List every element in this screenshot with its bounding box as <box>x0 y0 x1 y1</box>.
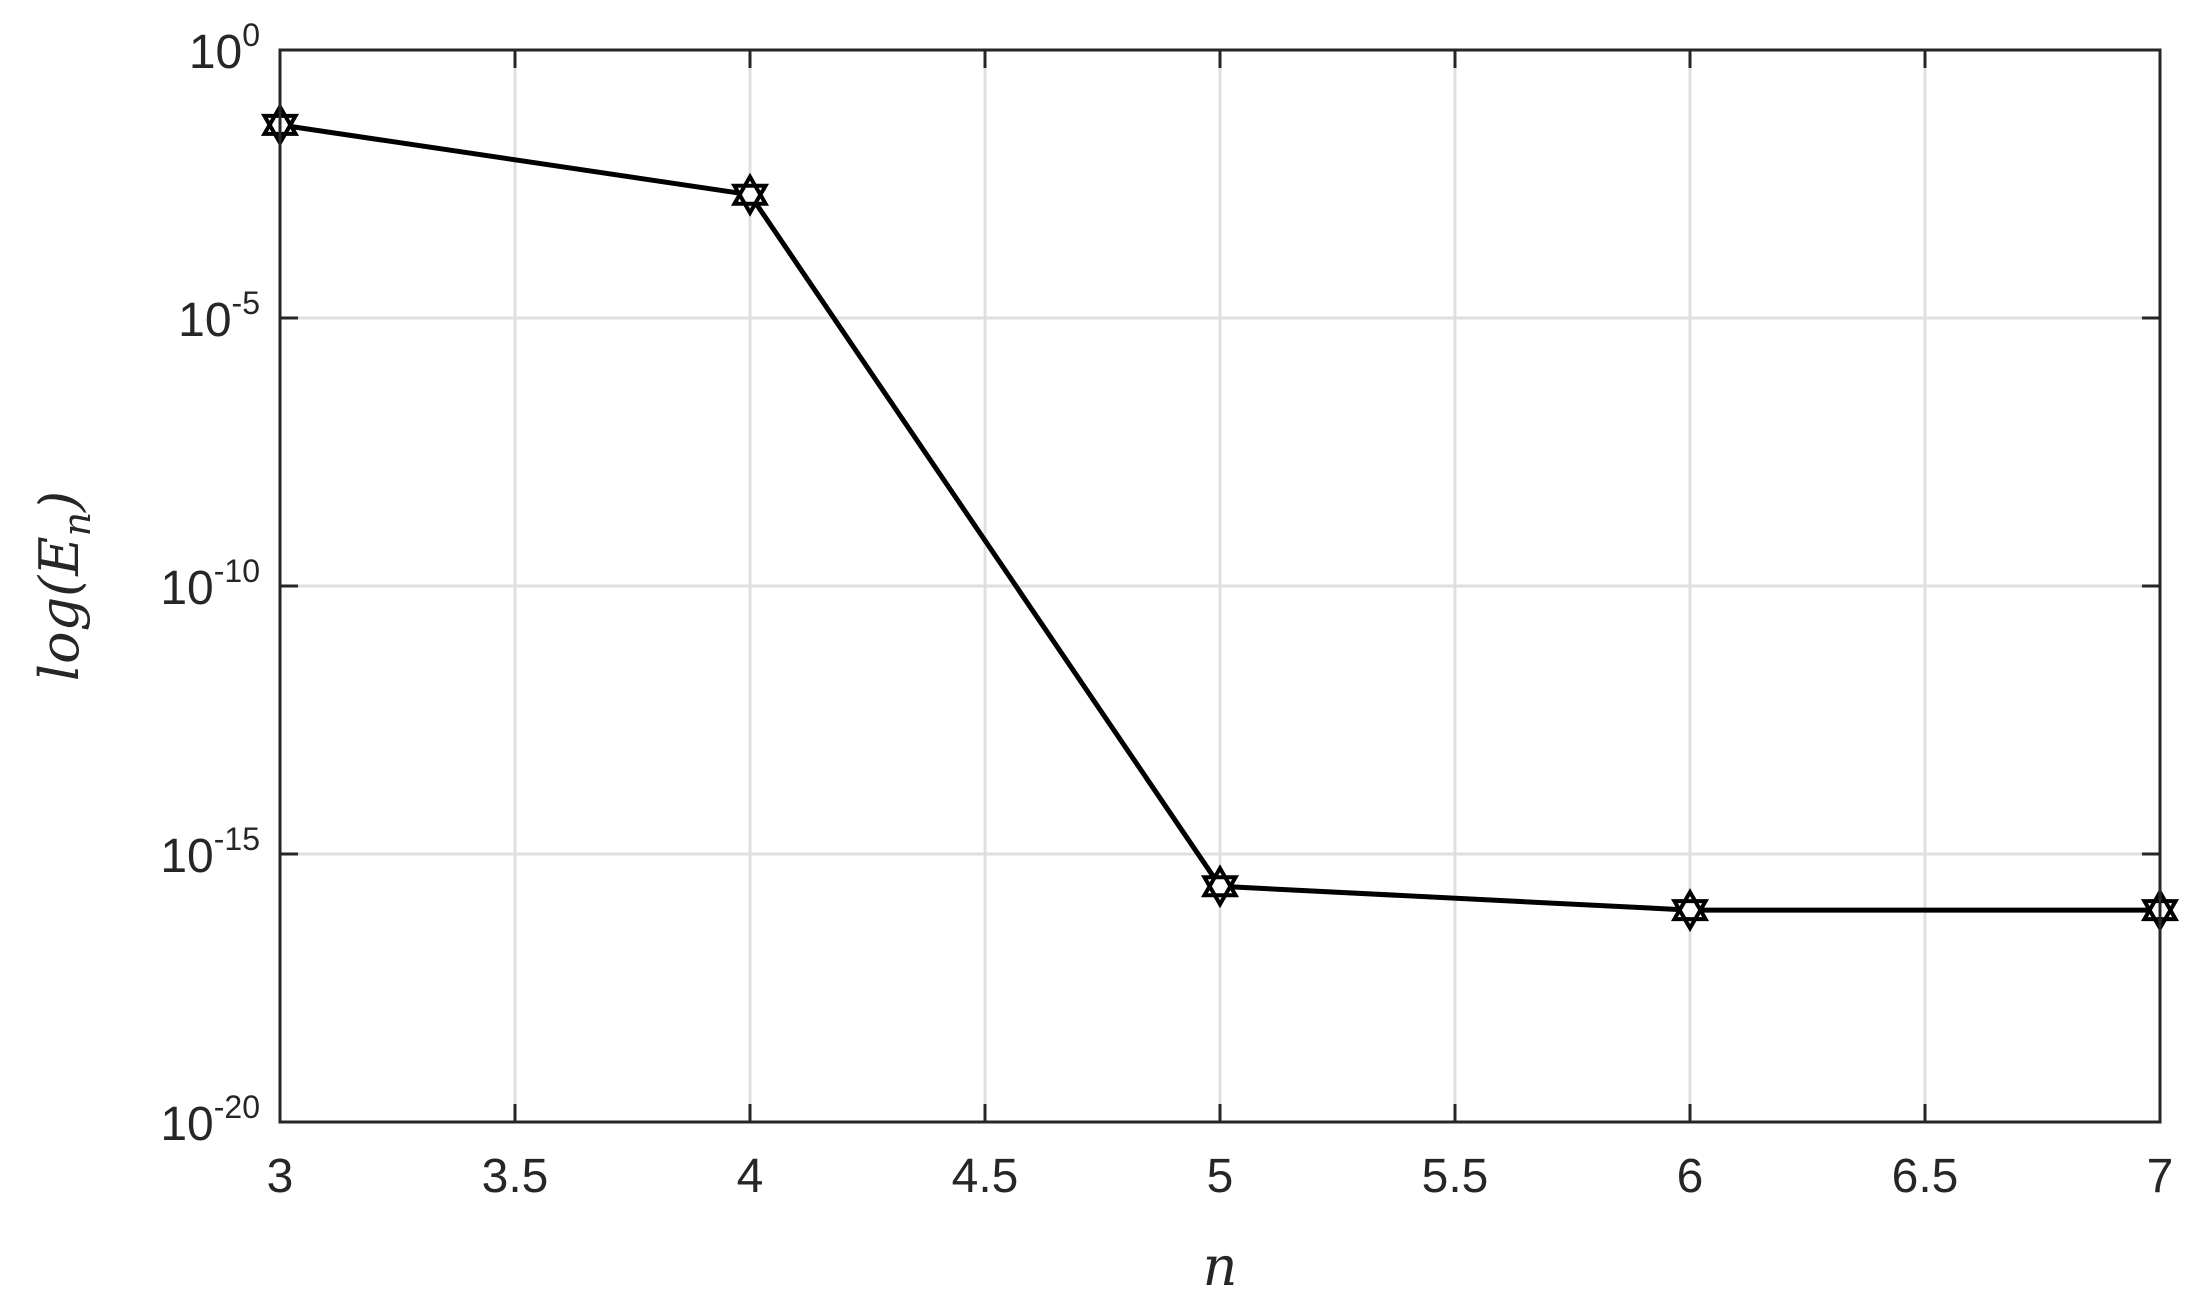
y-tick-label-exponent: -20 <box>214 1089 260 1125</box>
x-axis-ticks: 3 3.5 4 4.5 5 5.5 6 6.5 7 <box>267 50 2174 1203</box>
data-point-marker <box>730 172 770 217</box>
x-tick-label: 6.5 <box>1892 1150 1959 1203</box>
y-tick-label-base: 10 <box>160 562 213 615</box>
x-tick-label: 3.5 <box>482 1150 549 1203</box>
y-axis-label-close: ) <box>28 491 91 513</box>
data-point-marker <box>1670 888 1710 933</box>
y-tick-label-base: 10 <box>189 26 242 79</box>
y-axis-label-main: log(E <box>28 536 91 681</box>
y-tick-label-exponent: -10 <box>214 553 260 589</box>
y-axis-label: log(En) <box>28 491 99 681</box>
y-tick-label-exponent: -15 <box>214 821 260 857</box>
x-tick-label: 4 <box>737 1150 764 1203</box>
marker-triangle-down <box>730 183 770 217</box>
y-axis-label-subscript: n <box>55 512 99 536</box>
y-tick-label-base: 10 <box>160 1098 213 1151</box>
y-tick-label: 10-5 <box>178 285 260 347</box>
y-tick-label: 10-20 <box>160 1089 260 1151</box>
y-tick-label: 10-15 <box>160 821 260 883</box>
x-tick-label: 4.5 <box>952 1150 1019 1203</box>
y-tick-label-exponent: -5 <box>232 285 260 321</box>
marker-triangle-down <box>1670 899 1710 933</box>
y-tick-label-base: 10 <box>178 294 231 347</box>
y-tick-label-base: 10 <box>160 830 213 883</box>
data-point-marker <box>1200 864 1240 909</box>
x-tick-label: 3 <box>267 1150 294 1203</box>
marker-triangle-down <box>1200 875 1240 909</box>
x-tick-label: 5 <box>1207 1150 1234 1203</box>
y-tick-label-exponent: 0 <box>242 17 260 53</box>
y-tick-label: 100 <box>189 17 260 79</box>
y-tick-label: 10-10 <box>160 553 260 615</box>
x-tick-label: 6 <box>1677 1150 1704 1203</box>
x-axis-label: n <box>1203 1235 1238 1298</box>
x-tick-label: 7 <box>2147 1150 2174 1203</box>
x-tick-label: 5.5 <box>1422 1150 1489 1203</box>
